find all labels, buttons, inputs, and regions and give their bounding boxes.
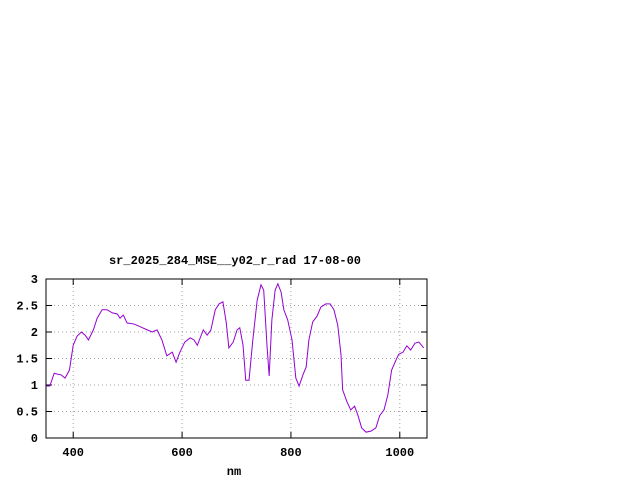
y-tick-label: 1.5	[16, 353, 38, 367]
y-tick-label: 2.5	[16, 300, 38, 314]
y-tick-label: 0.5	[16, 406, 38, 420]
y-tick-label: 1	[31, 379, 38, 393]
x-tick-label: 800	[280, 446, 302, 460]
x-tick-label: 400	[62, 446, 84, 460]
x-tick-label: 600	[171, 446, 193, 460]
chart-title: sr_2025_284_MSE__y02_r_rad 17-08-00	[109, 254, 361, 268]
y-tick-label: 3	[31, 273, 38, 287]
x-axis-label: nm	[227, 465, 241, 479]
plot-frame	[45, 278, 428, 439]
data-line	[46, 282, 425, 433]
y-tick-label: 0	[31, 432, 38, 446]
y-tick-label: 2	[31, 326, 38, 340]
x-tick-label: 1000	[385, 446, 414, 460]
